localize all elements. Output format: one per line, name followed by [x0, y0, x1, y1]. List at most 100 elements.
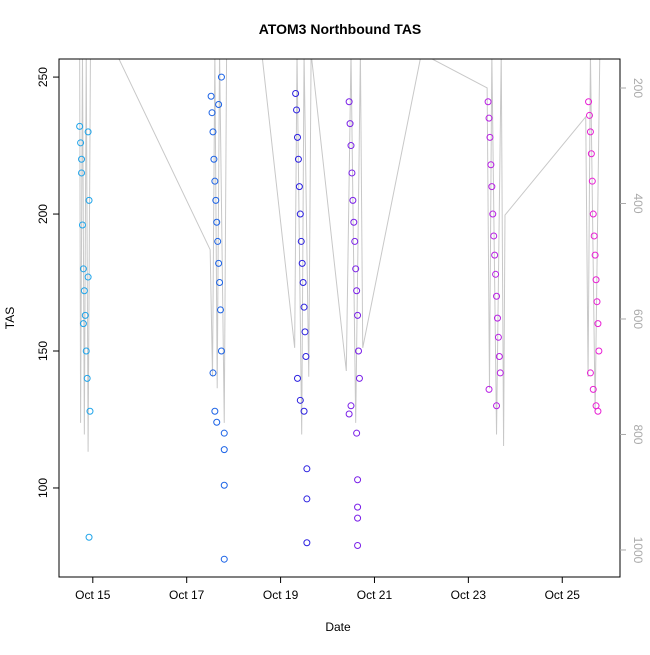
- point: [80, 287, 88, 295]
- point: [355, 347, 363, 355]
- point: [347, 402, 355, 410]
- point: [486, 133, 494, 141]
- y2-tick-label: 800: [631, 424, 645, 444]
- point: [354, 503, 362, 511]
- point: [302, 352, 310, 360]
- point: [214, 237, 222, 245]
- point: [347, 142, 355, 150]
- x-tick-label: Oct 21: [357, 588, 393, 602]
- point: [78, 155, 86, 163]
- point: [298, 259, 306, 267]
- point: [496, 369, 504, 377]
- point: [354, 541, 362, 549]
- point: [490, 232, 498, 240]
- point: [212, 196, 220, 204]
- point: [209, 128, 217, 136]
- point: [585, 111, 593, 119]
- point: [220, 429, 228, 437]
- point: [300, 407, 308, 415]
- point: [213, 418, 221, 426]
- point: [216, 279, 224, 287]
- point: [213, 218, 221, 226]
- point: [211, 407, 219, 415]
- point: [353, 429, 361, 437]
- point: [83, 374, 91, 382]
- y2-tick-label: 1000: [631, 537, 645, 564]
- plot-area: [76, 59, 603, 563]
- point: [303, 495, 311, 503]
- point: [493, 402, 501, 410]
- point: [79, 265, 87, 273]
- x-tick-label: Oct 15: [75, 588, 111, 602]
- point: [346, 120, 354, 128]
- point: [587, 150, 595, 158]
- point: [485, 114, 493, 122]
- point: [299, 279, 307, 287]
- point: [77, 139, 85, 147]
- point: [589, 385, 597, 393]
- point: [78, 221, 86, 229]
- line-series: [79, 59, 601, 452]
- point: [78, 169, 86, 177]
- point: [350, 218, 358, 226]
- x-axis-label: Date: [325, 620, 351, 634]
- point: [84, 128, 92, 136]
- y2-tick-label: 200: [631, 78, 645, 98]
- point: [487, 161, 495, 169]
- point: [209, 369, 217, 377]
- point: [303, 539, 311, 547]
- point: [76, 122, 84, 130]
- y2-tick-label: 400: [631, 193, 645, 213]
- point: [493, 292, 501, 300]
- point: [484, 98, 492, 106]
- point: [86, 407, 94, 415]
- point: [207, 92, 215, 100]
- point: [493, 314, 501, 322]
- point: [82, 347, 90, 355]
- point: [488, 183, 496, 191]
- point: [354, 311, 362, 319]
- plot-frame: [58, 58, 621, 578]
- point: [586, 369, 594, 377]
- point: [81, 311, 89, 319]
- point: [354, 514, 362, 522]
- point: [591, 251, 599, 259]
- point: [294, 155, 302, 163]
- point: [217, 347, 225, 355]
- point: [295, 183, 303, 191]
- point: [595, 347, 603, 355]
- point: [220, 555, 228, 563]
- point: [296, 396, 304, 404]
- point: [292, 90, 300, 98]
- point: [293, 106, 301, 114]
- point: [301, 328, 309, 336]
- point: [85, 196, 93, 204]
- point: [589, 210, 597, 218]
- point: [211, 177, 219, 185]
- point: [348, 169, 356, 177]
- point: [349, 196, 357, 204]
- point: [353, 287, 361, 295]
- point: [592, 276, 600, 284]
- point: [293, 374, 301, 382]
- point: [590, 232, 598, 240]
- point: [352, 265, 360, 273]
- point: [489, 210, 497, 218]
- point: [216, 306, 224, 314]
- point: [494, 333, 502, 341]
- point: [303, 465, 311, 473]
- y2-tick-label: 600: [631, 309, 645, 329]
- point: [220, 481, 228, 489]
- x-tick-label: Oct 23: [451, 588, 487, 602]
- point: [210, 155, 218, 163]
- point: [300, 303, 308, 311]
- point: [594, 407, 602, 415]
- point: [345, 410, 353, 418]
- point: [594, 320, 602, 328]
- point: [586, 128, 594, 136]
- point: [588, 177, 596, 185]
- point: [491, 251, 499, 259]
- point: [593, 298, 601, 306]
- point: [84, 273, 92, 281]
